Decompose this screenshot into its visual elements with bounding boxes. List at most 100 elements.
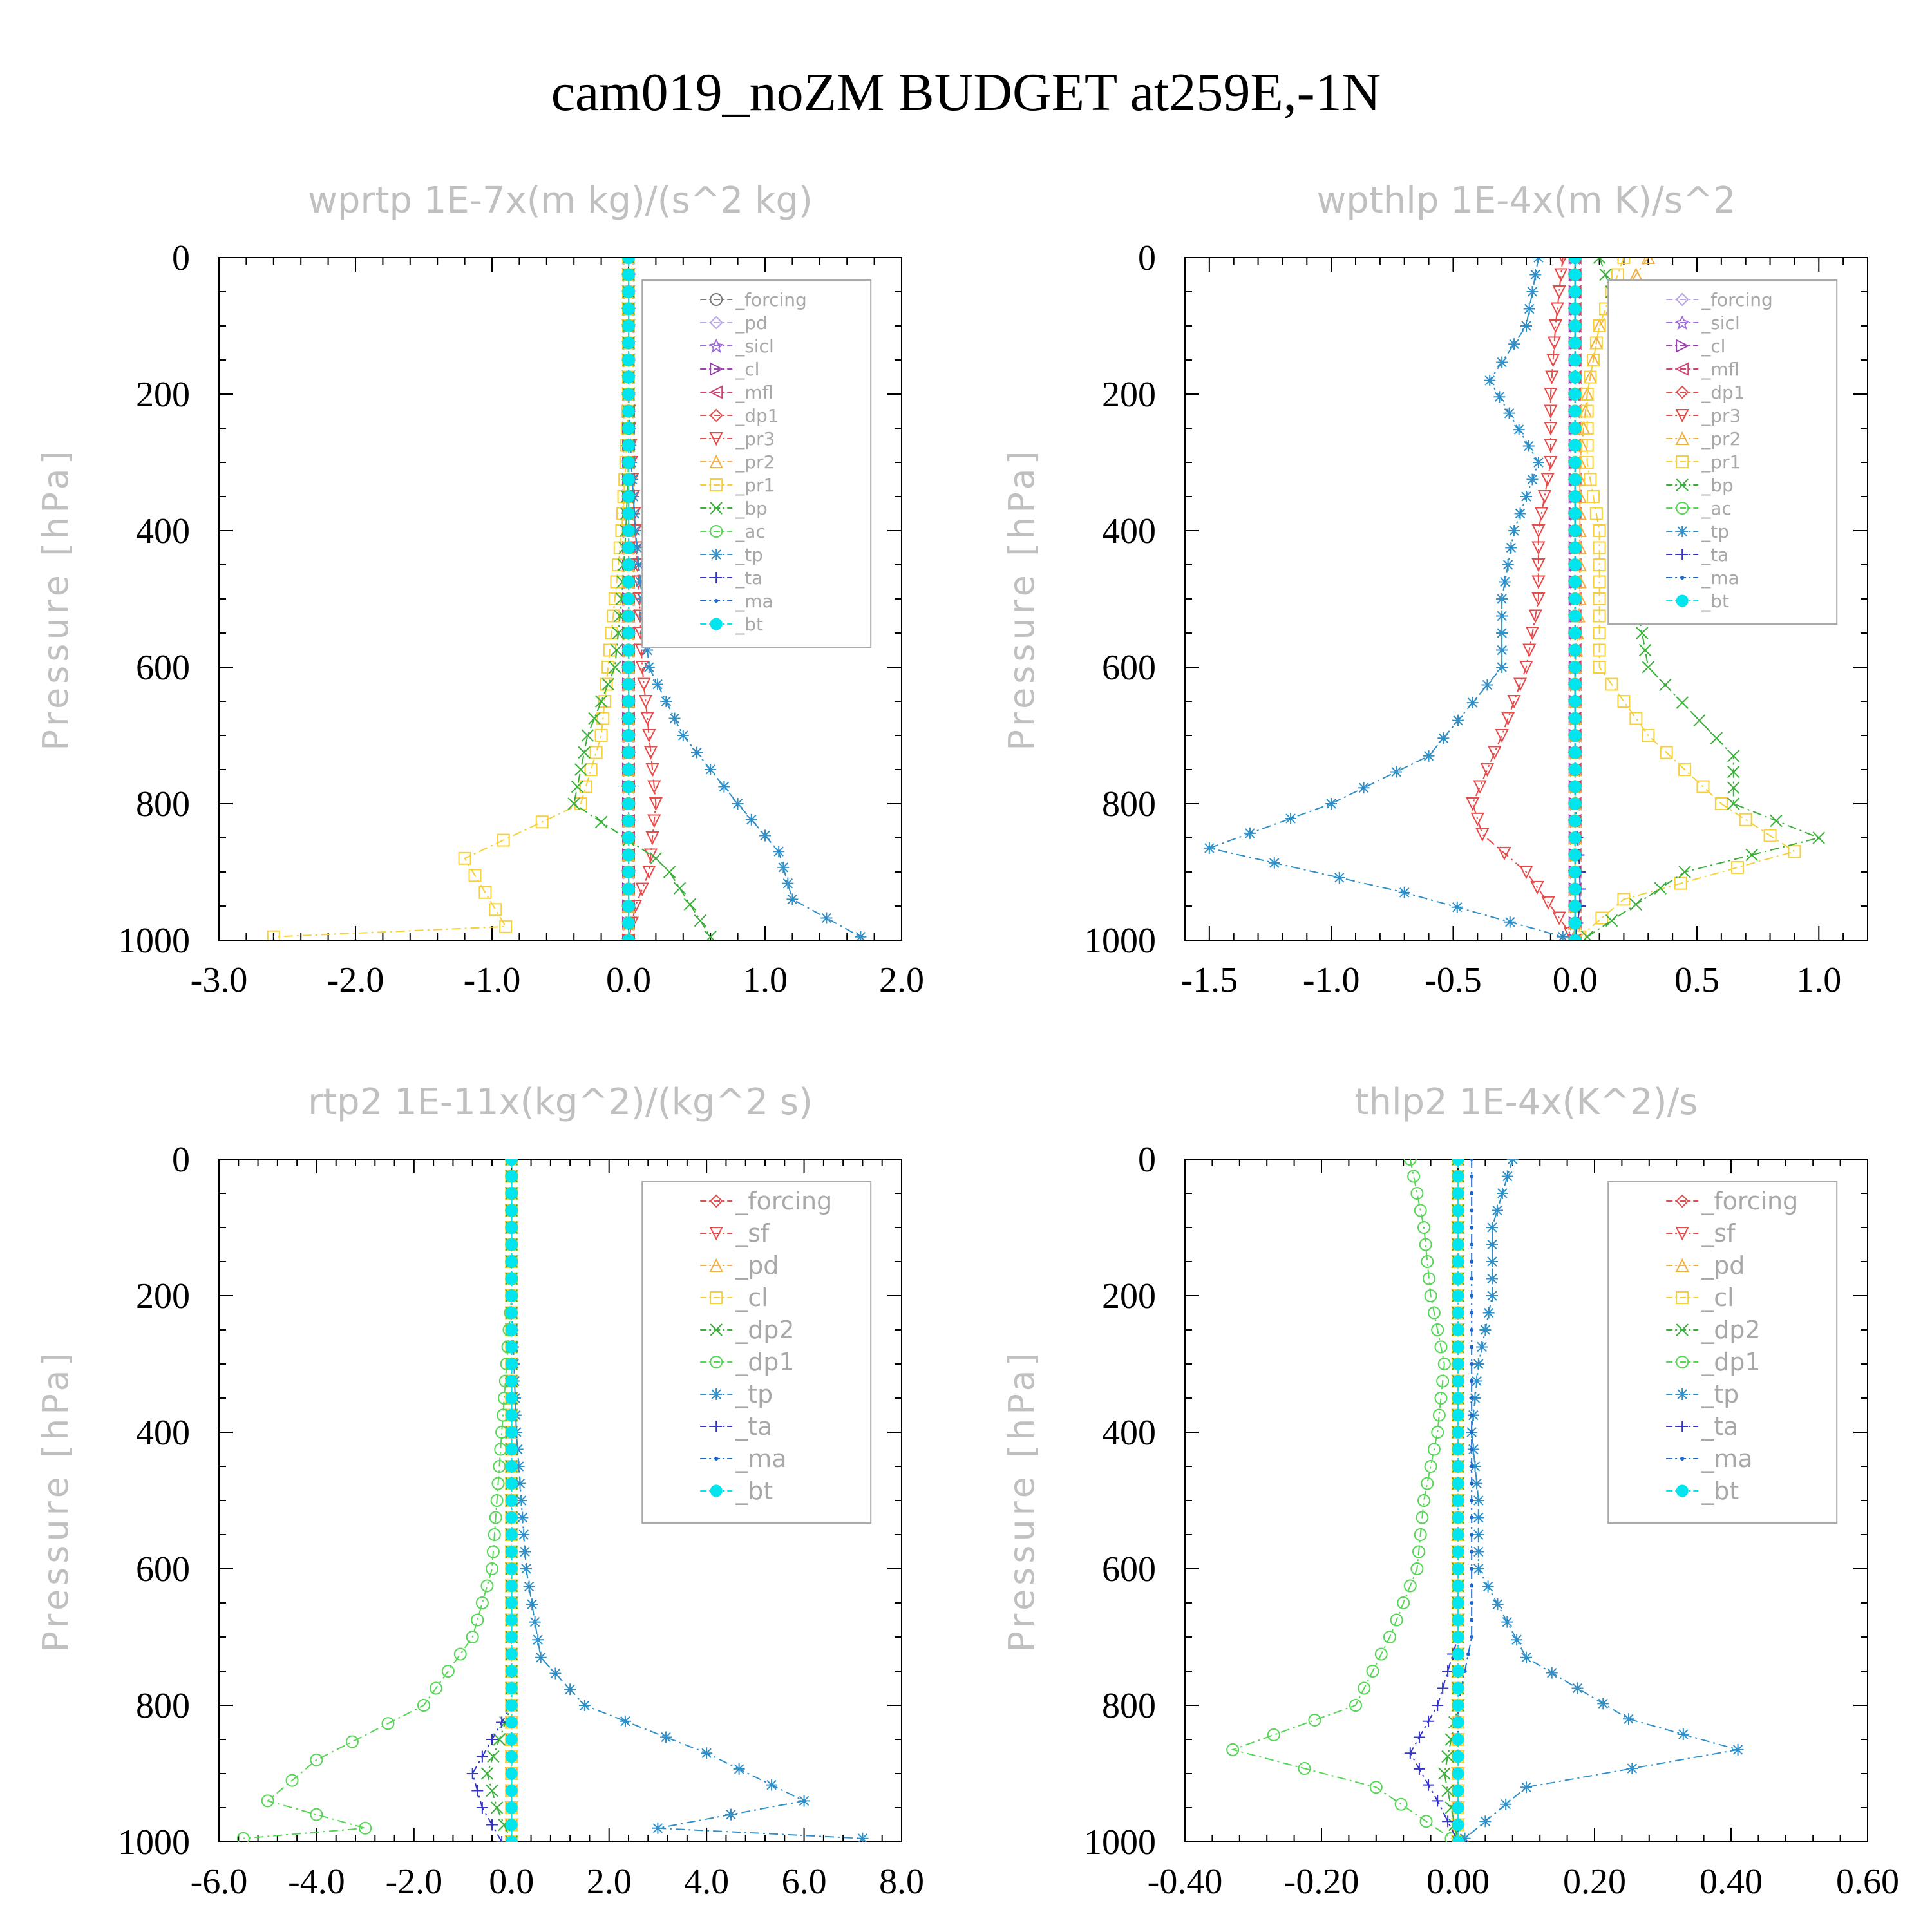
series-line_pr1	[273, 258, 629, 938]
data-point	[1584, 370, 1597, 384]
data-point	[505, 1733, 518, 1746]
data-point	[622, 627, 635, 639]
legend-marker	[710, 362, 724, 376]
legend-marker	[709, 408, 723, 422]
data-point	[1410, 1562, 1424, 1575]
data-point	[1423, 750, 1435, 762]
panel-title: rtp2 1E-11x(kg^2)/(kg^2 s)	[308, 1081, 813, 1123]
data-point	[622, 490, 635, 503]
data-point	[1554, 268, 1568, 282]
data-point	[1417, 1494, 1430, 1507]
data-point	[1226, 1743, 1240, 1756]
data-point	[1475, 828, 1490, 842]
data-point	[694, 914, 707, 927]
data-point	[535, 1651, 547, 1663]
data-point	[629, 525, 641, 536]
data-point	[855, 931, 867, 940]
y-tick-label: 400	[136, 1413, 190, 1453]
data-point	[622, 303, 635, 315]
data-point	[1452, 1255, 1464, 1268]
data-point	[1452, 1409, 1464, 1421]
series-line_dp1	[243, 1159, 513, 1839]
data-point	[1470, 1584, 1474, 1588]
data-point	[701, 1747, 713, 1759]
legend-entry: _forcing	[735, 289, 807, 310]
x-tick-label: 2.0	[879, 960, 924, 1000]
x-tick-label: 6.0	[782, 1862, 827, 1902]
data-point	[1593, 319, 1606, 332]
legend-entry: _sf	[1701, 1219, 1736, 1247]
data-point	[622, 644, 635, 656]
data-point	[1569, 866, 1582, 878]
data-point	[1452, 1443, 1464, 1455]
data-point	[1476, 1341, 1488, 1353]
data-point	[1491, 1204, 1503, 1217]
legend-marker	[1680, 576, 1685, 580]
legend-entry: _dp1	[1701, 1348, 1760, 1376]
legend-entry: _bt	[735, 614, 763, 635]
data-point	[1496, 356, 1508, 368]
data-point	[564, 1683, 576, 1696]
y-tick-label: 800	[136, 1686, 190, 1726]
data-point	[505, 1767, 518, 1780]
data-point	[773, 846, 785, 858]
x-tick-label: 0.0	[606, 960, 651, 1000]
data-point	[1788, 845, 1801, 858]
data-point	[622, 456, 635, 469]
data-point	[1470, 1174, 1474, 1179]
data-point	[1548, 319, 1563, 334]
data-point	[1470, 1567, 1474, 1571]
data-point	[640, 712, 654, 726]
data-point	[1592, 318, 1607, 332]
data-point	[1437, 1682, 1449, 1694]
data-point	[637, 677, 651, 692]
data-point	[1569, 473, 1582, 486]
data-point	[505, 1546, 518, 1558]
data-point	[622, 576, 635, 588]
data-point	[643, 848, 658, 862]
data-point	[1763, 829, 1777, 842]
data-point	[499, 920, 513, 933]
data-point	[1597, 1698, 1609, 1710]
data-point	[1617, 258, 1631, 264]
legend-box	[641, 279, 872, 648]
data-point	[1523, 303, 1535, 315]
data-point	[475, 1596, 489, 1609]
data-point	[505, 1289, 518, 1302]
legend-entry: _pd	[1701, 1251, 1745, 1280]
data-point	[1593, 258, 1606, 264]
series-group	[1226, 1159, 1744, 1842]
data-point	[1546, 1667, 1558, 1679]
data-point	[622, 763, 635, 776]
data-point	[668, 712, 681, 724]
data-point	[647, 780, 661, 794]
data-point	[466, 1631, 479, 1643]
data-point	[1437, 1358, 1451, 1370]
data-point	[1466, 797, 1480, 811]
data-point	[486, 1545, 500, 1558]
legend-marker	[709, 1258, 723, 1272]
x-tick-label: 4.0	[684, 1862, 729, 1902]
legend-entry: _tp	[735, 1380, 773, 1408]
legend-entry: _ma	[1701, 1444, 1752, 1473]
y-tick-label: 800	[1102, 1686, 1156, 1726]
data-point	[622, 831, 635, 844]
x-tick-label: 0.0	[489, 1862, 534, 1902]
data-point	[1413, 1731, 1425, 1743]
data-point	[505, 1341, 518, 1353]
data-point	[1431, 1426, 1444, 1439]
data-point	[1595, 911, 1609, 925]
data-point	[1470, 1226, 1474, 1229]
data-point	[1452, 1511, 1464, 1524]
data-point	[1501, 1616, 1513, 1628]
data-point	[1569, 746, 1582, 759]
data-point	[505, 1785, 518, 1797]
series-line_pr3	[1472, 258, 1571, 934]
data-point	[1569, 678, 1582, 690]
legend-entry: _sicl	[735, 336, 774, 357]
data-point	[1593, 643, 1606, 657]
y-tick-label: 600	[136, 1549, 190, 1589]
legend-entry: _pr3	[1701, 405, 1741, 426]
legend-marker	[1676, 1291, 1689, 1304]
data-point	[1442, 1815, 1454, 1828]
